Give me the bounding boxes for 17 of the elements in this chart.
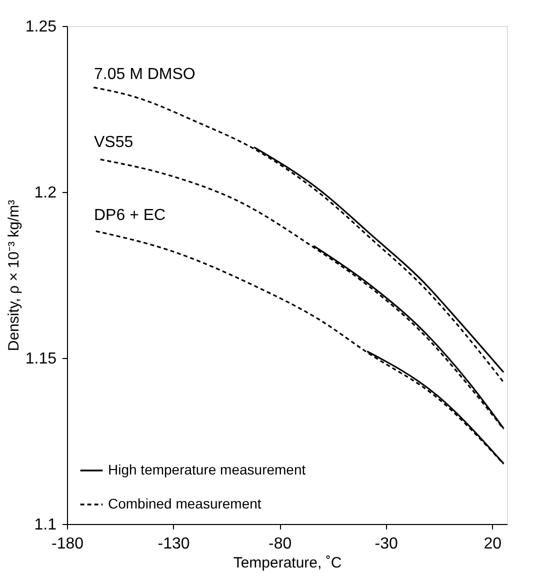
annotation: 7.05 M DMSO — [94, 66, 196, 83]
y-tick-label: 1.1 — [34, 516, 57, 534]
x-axis-title: Temperature, ˚C — [233, 554, 342, 572]
y-tick-label: 1.25 — [25, 18, 57, 36]
legend-label: High temperature measurement — [108, 462, 306, 478]
annotation: DP6 + EC — [94, 207, 166, 224]
x-tick-label: -80 — [268, 536, 292, 552]
y-tick-label: 1.15 — [25, 350, 57, 368]
x-tick-label: -180 — [51, 536, 84, 552]
y-axis-title: Density, ρ × 10⁻³ kg/m³ — [5, 200, 22, 352]
legend-label: Combined measurement — [108, 496, 262, 512]
annotation: VS55 — [94, 134, 134, 151]
y-tick-label: 1.2 — [34, 184, 57, 202]
x-tick-label: 20 — [484, 536, 502, 552]
line-series — [92, 86, 504, 384]
x-tick-label: -30 — [374, 536, 398, 552]
x-tick-label: -130 — [158, 536, 190, 552]
